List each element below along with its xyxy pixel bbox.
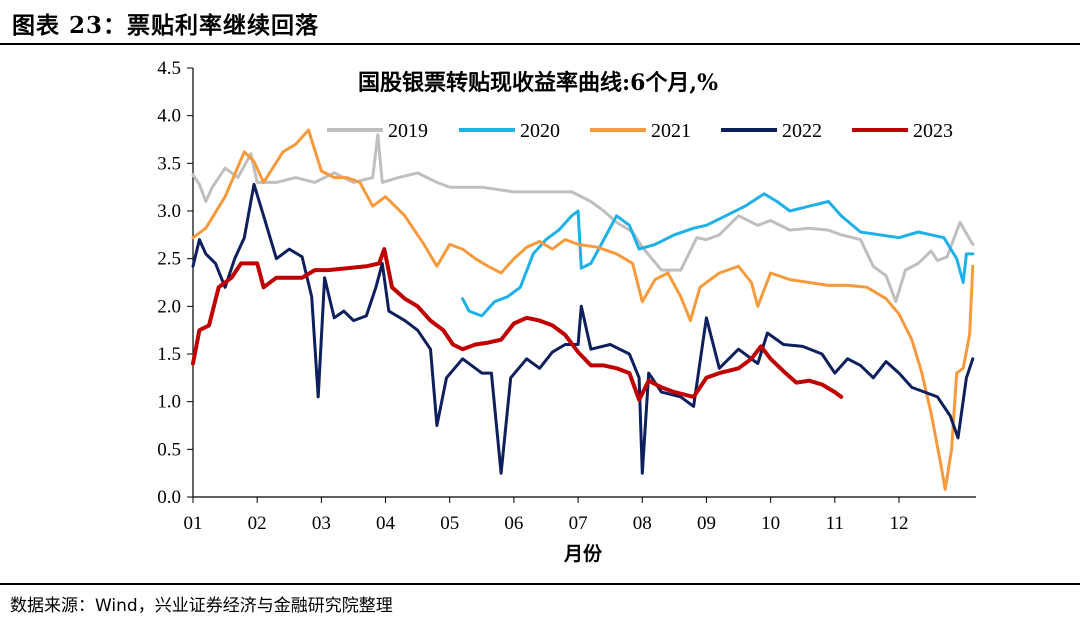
top-rule: [0, 43, 1080, 45]
y-tick-label: 1.5: [157, 344, 181, 365]
bottom-rule: [0, 583, 1080, 585]
x-tick-label: 01: [184, 513, 203, 534]
x-tick-label: 07: [569, 513, 588, 534]
chart-title: 国股银票转贴现收益率曲线:6个月,%: [358, 70, 718, 96]
x-tick-label: 10: [761, 513, 780, 534]
y-tick-label: 2.0: [157, 296, 181, 317]
series-line-2020: [461, 192, 975, 318]
x-tick-label: 06: [504, 513, 523, 534]
x-tick-label: 02: [248, 513, 267, 534]
y-tick-label: 0.0: [157, 487, 181, 508]
y-tick-label: 4.5: [157, 58, 181, 79]
chart-series: [191, 128, 975, 491]
chart-legend: 2019 2020 2021 2022 2023: [327, 120, 953, 142]
y-tick-label: 2.5: [157, 249, 181, 270]
source-note: 数据来源：Wind，兴业证券经济与金融研究院整理: [10, 596, 393, 616]
x-tick-label: 09: [697, 513, 716, 534]
legend-label-2022: 2022: [782, 120, 822, 142]
legend-label-2021: 2021: [651, 120, 691, 142]
series-line-2021: [191, 128, 975, 491]
x-tick-label: 08: [633, 513, 652, 534]
y-tick-label: 1.0: [157, 392, 181, 413]
x-tick-label: 12: [889, 513, 908, 534]
y-tick-label: 4.0: [157, 106, 181, 127]
y-tick-label: 3.5: [157, 153, 181, 174]
x-tick-label: 05: [440, 513, 459, 534]
legend-label-2023: 2023: [913, 120, 953, 142]
x-tick-label: 03: [312, 513, 331, 534]
x-axis-label: 月份: [563, 542, 603, 565]
line-chart: 0.0 0.5 1.0 1.5 2.0 2.5 3.0 3.5 4.0 4.5 01 02 03 04 05…: [157, 58, 976, 565]
legend-label-2020: 2020: [520, 120, 560, 142]
y-tick-label: 3.0: [157, 201, 181, 222]
figure-title: 图表 23：票贴利率继续回落: [12, 12, 320, 39]
y-tick-label: 0.5: [157, 439, 181, 460]
series-line-2019: [191, 133, 975, 304]
chart-axes: 0.0 0.5 1.0 1.5 2.0 2.5 3.0 3.5 4.0 4.5 01 02 03 04 05…: [157, 58, 976, 534]
x-tick-label: 04: [376, 513, 396, 534]
legend-label-2019: 2019: [388, 120, 428, 142]
series-line-2023: [191, 247, 844, 402]
series-line-2022: [191, 182, 975, 475]
x-tick-label: 11: [826, 513, 844, 534]
